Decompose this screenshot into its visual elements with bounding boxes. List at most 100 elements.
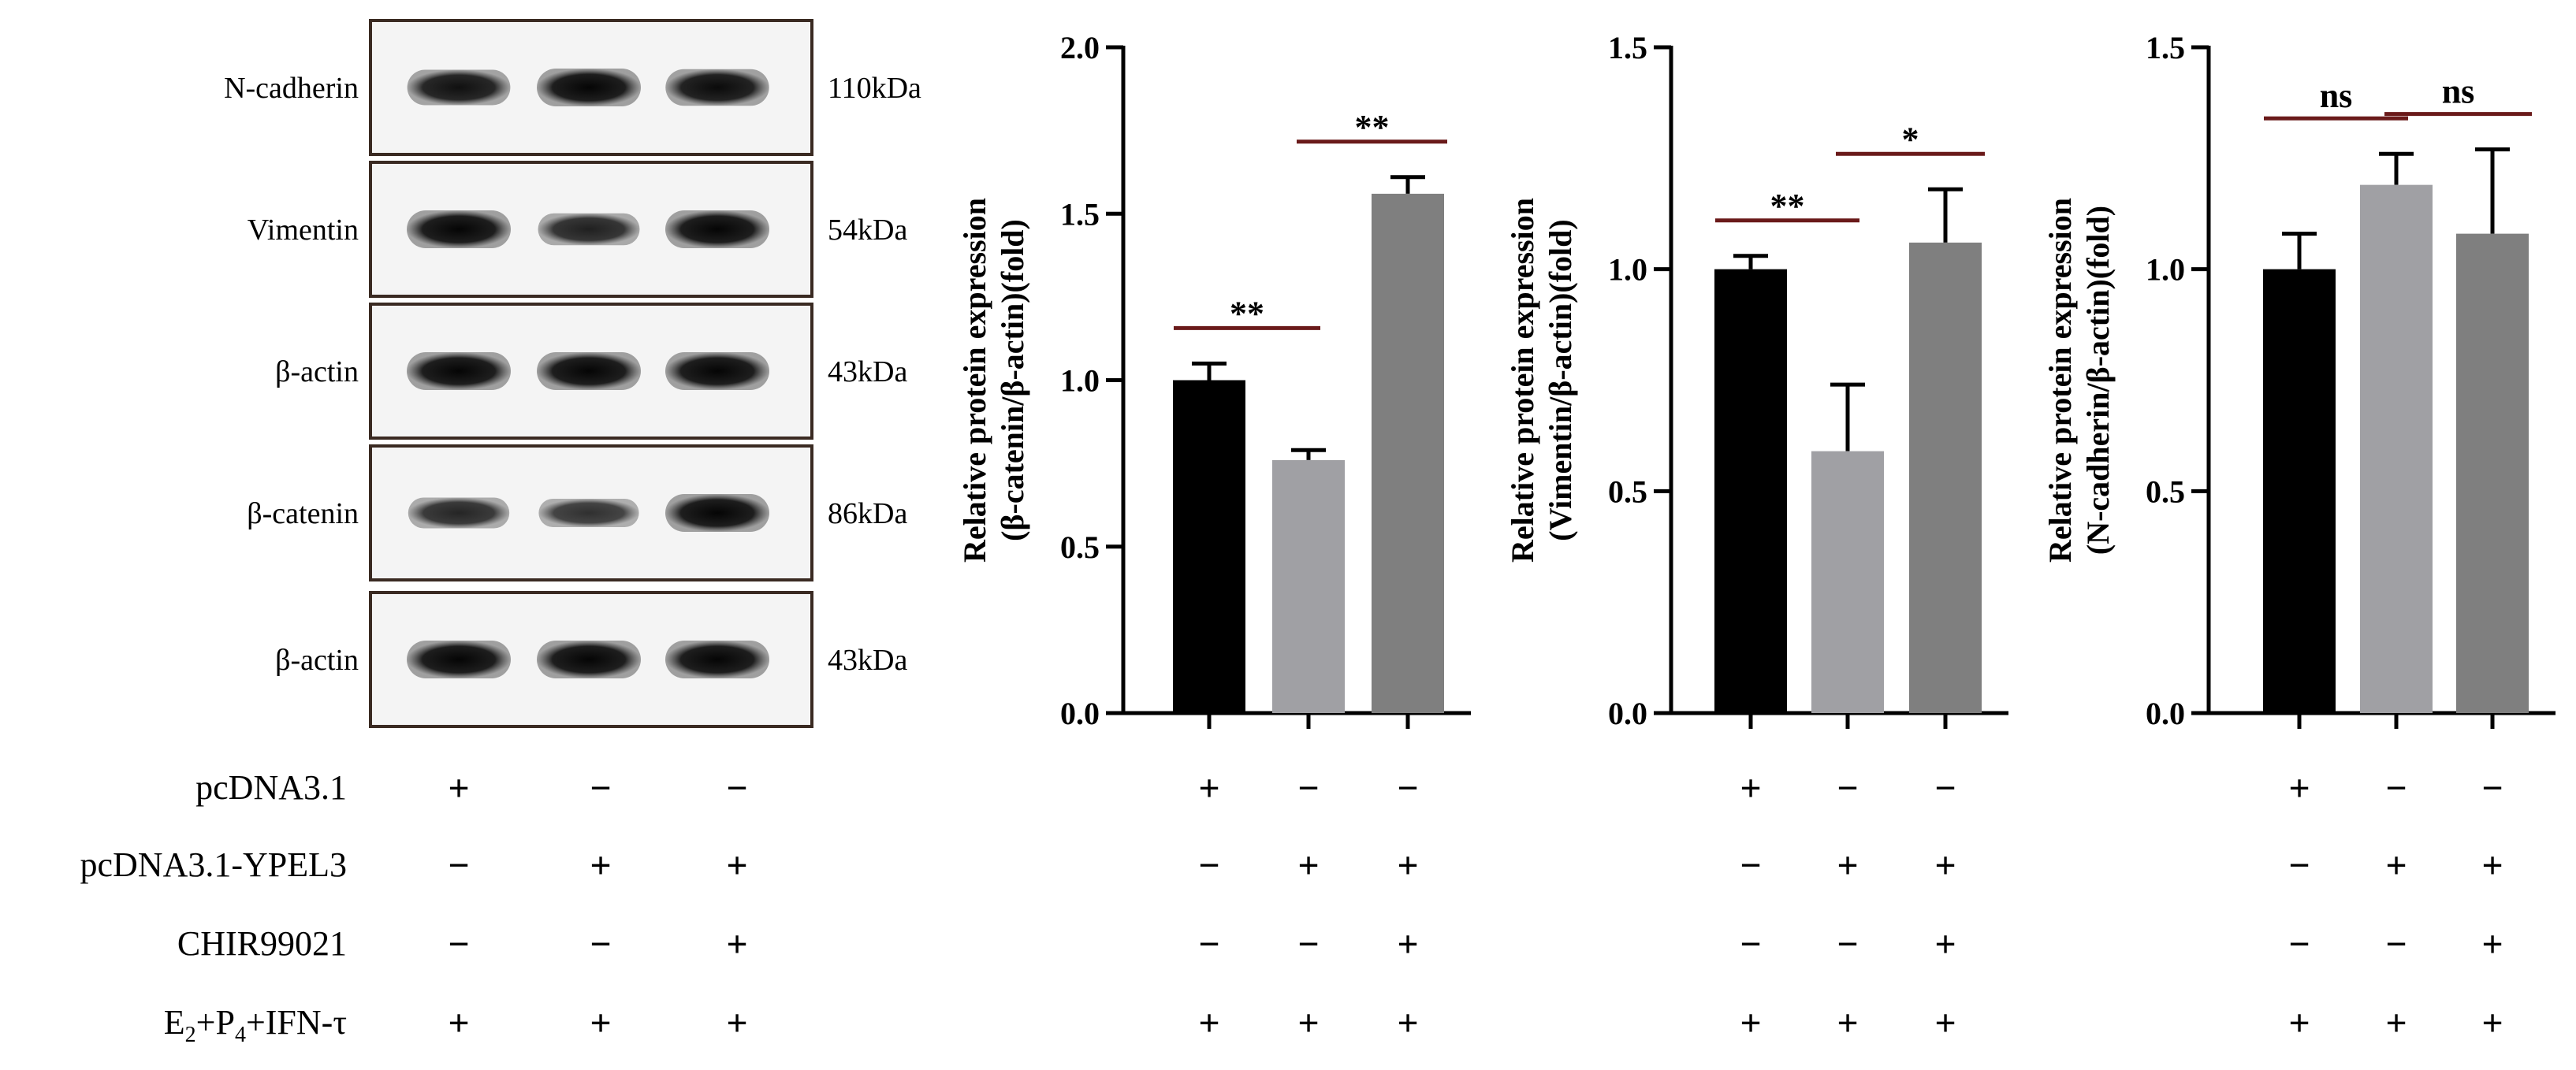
condition-sign: + xyxy=(2481,923,2503,965)
y-tick-label: 0.5 xyxy=(1608,474,1647,509)
blot-kda-label: 43kDa xyxy=(828,355,907,388)
label-part: E xyxy=(164,1003,185,1042)
y-tick-label: 1.0 xyxy=(1060,363,1100,399)
label-part: +P xyxy=(196,1003,235,1042)
blot-band xyxy=(407,69,511,106)
bar-3 xyxy=(1372,193,1444,713)
condition-sign: + xyxy=(1397,845,1418,886)
blot-kda-label: 86kDa xyxy=(828,497,907,530)
condition-sign: − xyxy=(590,767,611,809)
significance-label: ** xyxy=(1355,108,1390,147)
bar-3 xyxy=(1909,242,1982,713)
y-axis-label-line1: Relative protein expression xyxy=(957,198,992,563)
blot-row-label: β-catenin xyxy=(247,497,359,530)
y-axis-label: Relative protein expression (β-catenin/β-… xyxy=(957,198,1030,563)
condition-sign: + xyxy=(448,767,469,809)
blot-kda-label: 54kDa xyxy=(828,214,907,247)
condition-label: CHIR99021 xyxy=(177,924,347,963)
condition-sign: + xyxy=(1740,767,1761,809)
y-tick-label: 0.0 xyxy=(2146,696,2185,731)
blot-band xyxy=(407,352,511,390)
condition-sign: + xyxy=(726,923,747,965)
condition-sign: + xyxy=(1934,1002,1956,1044)
blot-kda-label: 110kDa xyxy=(828,72,921,105)
condition-sign: + xyxy=(726,845,747,886)
blot-row-label: N-cadherin xyxy=(224,72,359,105)
y-axis-label-line2: (N-cadherin/β-actin)(fold) xyxy=(2080,206,2116,555)
condition-sign: + xyxy=(1934,845,1956,886)
condition-sign: + xyxy=(2385,1002,2407,1044)
condition-sign: − xyxy=(1740,845,1761,886)
y-axis-label-line1: Relative protein expression xyxy=(1505,198,1540,563)
condition-sign: + xyxy=(2385,845,2407,886)
y-tick-label: 2.0 xyxy=(1060,30,1100,65)
condition-label: pcDNA3.1 xyxy=(195,768,347,807)
condition-sign: + xyxy=(1397,1002,1418,1044)
condition-sign: + xyxy=(1198,767,1219,809)
blot-row-label: β-actin xyxy=(275,644,359,677)
chart-1: 0.0 0.5 1.0 1.5 2.0 Relative protein expressi… xyxy=(957,30,1471,731)
blot-band xyxy=(665,494,769,532)
condition-sign: + xyxy=(1198,1002,1219,1044)
condition-sign: + xyxy=(1297,845,1319,886)
condition-sign: − xyxy=(448,845,469,886)
label-part: +IFN-τ xyxy=(246,1003,347,1042)
condition-sign: − xyxy=(1740,923,1761,965)
condition-sign: + xyxy=(2481,1002,2503,1044)
significance-label: * xyxy=(1902,120,1919,158)
chart-3: 0.0 0.5 1.0 1.5 Relative protein expression(… xyxy=(2042,30,2556,731)
y-tick-label: 0.5 xyxy=(2146,474,2185,509)
blot-band xyxy=(538,499,639,527)
condition-sign: − xyxy=(726,767,747,809)
blot-band xyxy=(665,69,769,106)
condition-sign: − xyxy=(2288,923,2310,965)
blot-band xyxy=(408,497,510,529)
significance-label: ** xyxy=(1230,294,1264,333)
condition-sign: + xyxy=(448,1002,469,1044)
condition-sign: − xyxy=(2288,845,2310,886)
condition-sign: + xyxy=(726,1002,747,1044)
y-tick-label: 1.0 xyxy=(1608,252,1647,288)
y-tick-label: 1.5 xyxy=(1608,30,1647,65)
y-tick-label: 0.5 xyxy=(1060,529,1100,565)
blot-band xyxy=(665,210,769,248)
condition-sign: + xyxy=(590,1002,611,1044)
chart-2: 0.0 0.5 1.0 1.5 Relative protein expression(… xyxy=(1505,30,2008,731)
western-blot-panel: N-cadherin 110kDa Vimentin 54kDa β-actin 43kD… xyxy=(224,19,921,728)
significance-label: ns xyxy=(2442,72,2475,111)
condition-label: pcDNA3.1-YPEL3 xyxy=(80,845,347,884)
y-axis-label: Relative protein expression (N-cadherin/β… xyxy=(2042,198,2116,563)
bar-2 xyxy=(1811,451,1884,713)
y-tick-label: 1.5 xyxy=(2146,30,2185,65)
bar-1 xyxy=(1173,380,1245,713)
blot-band xyxy=(538,213,640,246)
bar-2 xyxy=(2360,184,2433,714)
condition-table: pcDNA3.1 + − − + − − + − − + − − pcDNA3.1-YPEL3 − + + − + +… xyxy=(80,767,2503,1047)
significance-label: ns xyxy=(2320,76,2353,115)
condition-sign: + xyxy=(2481,845,2503,886)
bar-charts: 0.0 0.5 1.0 1.5 2.0 Relative protein expressi… xyxy=(957,30,2556,731)
blot-kda-label: 43kDa xyxy=(828,644,907,677)
condition-sign: + xyxy=(1397,923,1418,965)
blot-band xyxy=(665,641,769,678)
condition-sign: + xyxy=(1837,845,1858,886)
subscript: 4 xyxy=(235,1023,246,1047)
condition-sign: + xyxy=(1934,923,1956,965)
blot-band xyxy=(665,352,769,390)
y-axis-label-line1: Relative protein expression xyxy=(2042,198,2078,563)
blot-band xyxy=(537,69,641,106)
condition-sign: − xyxy=(1837,923,1858,965)
bar-1 xyxy=(1714,269,1787,714)
condition-sign: − xyxy=(590,923,611,965)
y-axis-label: Relative protein expression (Vimentin/β-a… xyxy=(1505,198,1578,563)
condition-sign: + xyxy=(1740,1002,1761,1044)
bar-2 xyxy=(1272,459,1345,713)
bar-1 xyxy=(2263,269,2336,714)
bar-3 xyxy=(2456,233,2529,714)
blot-band xyxy=(537,352,641,390)
y-tick-label: 1.5 xyxy=(1060,196,1100,232)
y-tick-label: 1.0 xyxy=(2146,252,2185,288)
blot-row-label: Vimentin xyxy=(248,214,359,247)
subscript: 2 xyxy=(185,1023,196,1047)
